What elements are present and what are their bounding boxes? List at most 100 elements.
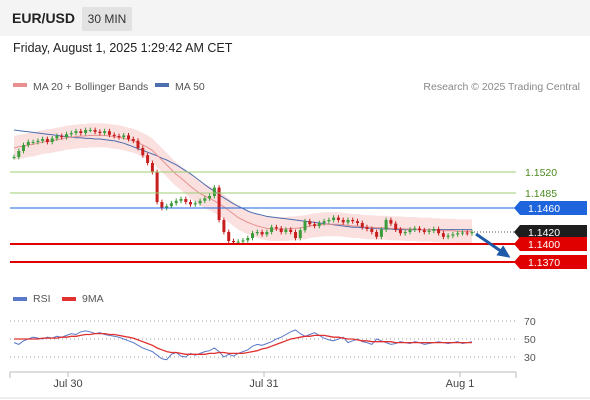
candle-body bbox=[60, 136, 64, 138]
candle-body bbox=[384, 220, 388, 230]
candle-body bbox=[22, 145, 25, 151]
candle-body bbox=[246, 238, 250, 241]
candle-body bbox=[131, 139, 135, 141]
candle-body bbox=[208, 196, 212, 199]
candle-body bbox=[236, 241, 240, 243]
ma20-legend-swatch bbox=[13, 83, 27, 87]
candle-body bbox=[303, 221, 307, 231]
candle-body bbox=[279, 228, 283, 232]
candle-body bbox=[317, 223, 321, 226]
candle-body bbox=[346, 220, 350, 223]
candle-body bbox=[203, 198, 207, 201]
bollinger-band bbox=[14, 123, 472, 244]
resistance-label: 1.1485 bbox=[525, 188, 557, 200]
pivot-label: 1.1460 bbox=[528, 203, 560, 215]
candle-body bbox=[227, 232, 231, 241]
support-label: 1.1400 bbox=[528, 239, 560, 251]
candle-body bbox=[437, 229, 441, 234]
x-axis: Jul 30 Jul 31 Aug 1 bbox=[0, 371, 590, 399]
candle-body bbox=[461, 232, 464, 234]
candle-body bbox=[12, 157, 16, 158]
candle-body bbox=[356, 221, 359, 223]
candle-body bbox=[36, 140, 40, 142]
candle-body bbox=[470, 232, 474, 234]
rsi-ma-legend-swatch bbox=[62, 297, 76, 301]
candle-body bbox=[169, 203, 173, 207]
candle-body bbox=[84, 130, 88, 133]
candle-body bbox=[155, 172, 159, 202]
candle-body bbox=[284, 229, 288, 232]
candle-body bbox=[45, 139, 49, 142]
candle-body bbox=[427, 230, 431, 232]
candle-body bbox=[456, 233, 460, 235]
support-tag bbox=[514, 255, 587, 269]
candle-body bbox=[408, 229, 412, 232]
candle-body bbox=[270, 227, 274, 232]
x-tick-label: Jul 31 bbox=[249, 378, 278, 390]
candle-body bbox=[274, 227, 278, 229]
rsi-panel: 70 50 30 bbox=[10, 316, 536, 364]
candle-body bbox=[465, 232, 469, 234]
last-price-tag bbox=[514, 225, 587, 239]
candle-body bbox=[222, 220, 226, 232]
candle-body bbox=[107, 131, 111, 135]
candle-body bbox=[322, 221, 326, 223]
candle-body bbox=[446, 235, 450, 237]
candle-body bbox=[174, 200, 178, 204]
candle-body bbox=[88, 130, 92, 131]
candle-body bbox=[93, 130, 97, 132]
candle-body bbox=[432, 229, 436, 231]
ma50-legend-swatch bbox=[155, 83, 169, 87]
candle-body bbox=[79, 131, 83, 133]
top-bar: EUR/USD 30 MIN bbox=[0, 0, 590, 36]
candle-body bbox=[17, 151, 21, 157]
candle-body bbox=[150, 163, 154, 172]
support-tag bbox=[514, 237, 587, 251]
forecast-arrow-head bbox=[496, 245, 511, 258]
resistance-label: 1.1520 bbox=[525, 167, 557, 179]
candle-body bbox=[212, 187, 216, 196]
ma20-legend-label: MA 20 + Bollinger Bands bbox=[33, 81, 148, 93]
candle-body bbox=[370, 229, 374, 232]
candle-body bbox=[160, 202, 164, 208]
candle-body bbox=[418, 228, 421, 231]
candle-body bbox=[398, 229, 402, 234]
candle-body bbox=[260, 232, 264, 235]
candle-body bbox=[255, 232, 259, 234]
rsi-tick-label: 30 bbox=[524, 352, 536, 364]
candle-body bbox=[50, 138, 54, 142]
candle-body bbox=[74, 131, 78, 133]
rsi-tick-label: 50 bbox=[524, 334, 536, 346]
candle-body bbox=[422, 230, 426, 232]
rsi-legend-label: RSI bbox=[33, 293, 51, 305]
candle-body bbox=[136, 140, 140, 148]
candle-body bbox=[298, 230, 302, 238]
candle-body bbox=[179, 199, 183, 201]
candle-body bbox=[117, 136, 121, 138]
candle-body bbox=[394, 223, 398, 230]
candle-body bbox=[122, 135, 126, 138]
pivot-tag bbox=[514, 201, 587, 215]
candle-body bbox=[327, 220, 331, 222]
candle-body bbox=[413, 228, 417, 230]
candle-body bbox=[165, 206, 169, 208]
candle-body bbox=[193, 203, 197, 205]
rsi-tick-label: 70 bbox=[524, 316, 536, 328]
x-tick-label: Jul 30 bbox=[53, 378, 82, 390]
candle-body bbox=[198, 200, 202, 204]
candle-body bbox=[351, 220, 355, 222]
last-price-label: 1.1420 bbox=[528, 227, 560, 239]
rsi-line bbox=[13, 329, 473, 361]
candle-body bbox=[360, 223, 364, 228]
candle-body bbox=[189, 202, 192, 205]
candle-body bbox=[251, 233, 254, 238]
candle-body bbox=[451, 234, 455, 236]
candle-body bbox=[241, 240, 245, 242]
timeframe-button[interactable]: 30 MIN bbox=[82, 7, 132, 31]
candle-body bbox=[375, 232, 379, 237]
candle-body bbox=[112, 134, 116, 136]
candle-body bbox=[294, 232, 297, 238]
symbol-title: EUR/USD bbox=[12, 10, 76, 26]
